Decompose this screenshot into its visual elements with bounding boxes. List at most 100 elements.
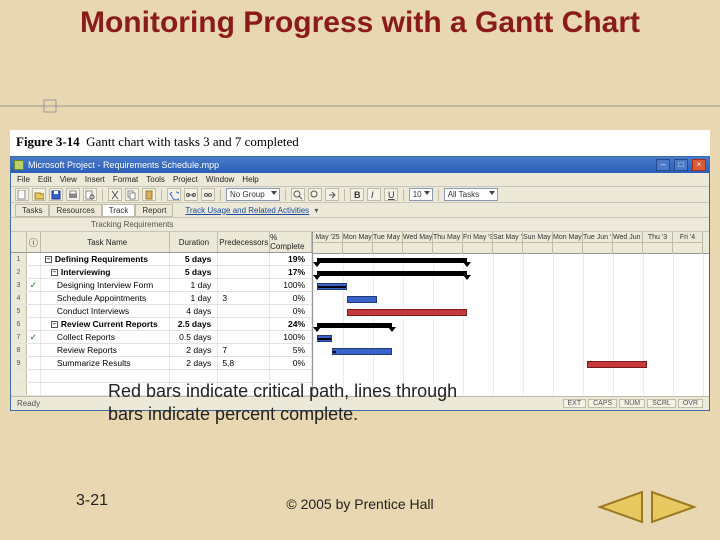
outline-toggle-icon[interactable]: – <box>45 256 52 263</box>
link-icon[interactable] <box>184 188 198 201</box>
print-preview-icon[interactable] <box>83 188 97 201</box>
open-icon[interactable] <box>32 188 46 201</box>
table-row[interactable]: 7✓Collect Reports0.5 days100% <box>11 331 312 344</box>
zoom-out-icon[interactable] <box>308 188 322 201</box>
critical-task-bar[interactable] <box>587 361 647 368</box>
save-icon[interactable] <box>49 188 63 201</box>
svg-text:I: I <box>371 190 374 200</box>
window-title: Microsoft Project - Requirements Schedul… <box>28 160 652 170</box>
outline-toggle-icon[interactable]: – <box>51 269 58 276</box>
goto-task-icon[interactable] <box>325 188 339 201</box>
menu-tools[interactable]: Tools <box>146 175 165 184</box>
guide-tab-resources[interactable]: Resources <box>49 204 101 217</box>
guide-tab-tasks[interactable]: Tasks <box>15 204 49 217</box>
unlink-icon[interactable] <box>201 188 215 201</box>
status-ready: Ready <box>17 399 40 408</box>
col-header-duration[interactable]: Duration <box>170 232 218 252</box>
menu-insert[interactable]: Insert <box>85 175 105 184</box>
timescale-day: May '25 <box>313 232 343 254</box>
gantt-row <box>313 267 709 280</box>
title-decoration <box>0 96 720 116</box>
gantt-row <box>313 306 709 319</box>
timescale-day: Wed May '28 <box>403 232 433 254</box>
bold-icon[interactable]: B <box>350 188 364 201</box>
task-bar[interactable] <box>332 348 392 355</box>
status-pane-caps: CAPS <box>588 399 617 408</box>
menu-file[interactable]: File <box>17 175 30 184</box>
figure-caption: Figure 3-14 Gantt chart with tasks 3 and… <box>10 130 710 156</box>
toolbar-guide: TasksResourcesTrackReport Track Usage an… <box>11 203 709 218</box>
summary-bar[interactable] <box>317 258 467 263</box>
col-header-predecessors[interactable]: Predecessors <box>218 232 270 252</box>
guide-link[interactable]: Track Usage and Related Activities <box>185 206 309 215</box>
table-row[interactable]: 3✓Designing Interview Form1 day100% <box>11 279 312 292</box>
progress-line <box>333 351 336 353</box>
menu-edit[interactable]: Edit <box>38 175 52 184</box>
minimize-button[interactable]: – <box>656 159 670 171</box>
font-size-combo[interactable]: 10 <box>409 188 433 201</box>
app-icon <box>14 160 24 170</box>
maximize-button[interactable]: □ <box>674 159 688 171</box>
critical-task-bar[interactable] <box>347 309 467 316</box>
italic-icon[interactable]: I <box>367 188 381 201</box>
status-pane-ovr: OVR <box>678 399 703 408</box>
guide-tab-track[interactable]: Track <box>102 204 136 217</box>
status-pane-num: NUM <box>619 399 645 408</box>
menu-project[interactable]: Project <box>173 175 198 184</box>
menu-help[interactable]: Help <box>242 175 258 184</box>
timescale-day: Sun May '1 <box>523 232 553 254</box>
paste-icon[interactable] <box>142 188 156 201</box>
task-bar[interactable] <box>347 296 377 303</box>
next-slide-button[interactable] <box>650 490 698 524</box>
cut-icon[interactable] <box>108 188 122 201</box>
slide-title: Monitoring Progress with a Gantt Chart <box>0 0 720 41</box>
guide-tab-report[interactable]: Report <box>135 204 173 217</box>
table-row[interactable]: 8Review Reports2 days75% <box>11 344 312 357</box>
timescale-day: Fri '4 <box>673 232 703 254</box>
timescale-day: Tue Jun '1 <box>583 232 613 254</box>
table-row[interactable]: 1–Defining Requirements5 days19% <box>11 253 312 266</box>
toolbar-standard: No Group B I U 10 All Tasks <box>11 187 709 203</box>
table-row[interactable]: 4Schedule Appointments1 day30% <box>11 292 312 305</box>
copy-icon[interactable] <box>125 188 139 201</box>
filter-combo[interactable]: All Tasks <box>444 188 498 201</box>
table-row[interactable]: 9Summarize Results2 days5,80% <box>11 357 312 370</box>
close-button[interactable]: × <box>692 159 706 171</box>
ms-project-window: Microsoft Project - Requirements Schedul… <box>10 156 710 411</box>
activities-bar: Tracking Requirements <box>11 218 709 232</box>
gantt-chart: May '25Mon May '26Tue May '27Wed May '28… <box>313 232 709 396</box>
col-header-indicator: ⓘ <box>27 232 41 252</box>
complete-icon: ✓ <box>30 281 38 290</box>
svg-text:B: B <box>354 190 361 200</box>
gantt-row <box>313 358 709 371</box>
undo-icon[interactable] <box>167 188 181 201</box>
summary-bar[interactable] <box>317 323 392 328</box>
table-row[interactable]: 5Conduct Interviews4 days0% <box>11 305 312 318</box>
gantt-row <box>313 254 709 267</box>
menu-window[interactable]: Window <box>206 175 234 184</box>
timescale-day: Mon May '2 <box>553 232 583 254</box>
table-row[interactable]: 6–Review Current Reports2.5 days24% <box>11 318 312 331</box>
menu-view[interactable]: View <box>60 175 77 184</box>
task-bar[interactable] <box>317 335 332 342</box>
zoom-in-icon[interactable] <box>291 188 305 201</box>
summary-bar[interactable] <box>317 271 467 276</box>
prev-slide-button[interactable] <box>596 490 644 524</box>
group-combo[interactable]: No Group <box>226 188 280 201</box>
col-header-taskname[interactable]: Task Name <box>41 232 171 252</box>
gantt-row <box>313 293 709 306</box>
timescale: May '25Mon May '26Tue May '27Wed May '28… <box>313 232 709 254</box>
task-bar[interactable] <box>317 283 347 290</box>
window-titlebar: Microsoft Project - Requirements Schedul… <box>11 157 709 173</box>
col-header-pctcomplete[interactable]: % Complete <box>270 232 312 252</box>
status-pane-ext: EXT <box>563 399 587 408</box>
print-icon[interactable] <box>66 188 80 201</box>
outline-toggle-icon[interactable]: – <box>51 321 58 328</box>
menu-format[interactable]: Format <box>113 175 138 184</box>
table-row[interactable]: 2–Interviewing5 days17% <box>11 266 312 279</box>
underline-icon[interactable]: U <box>384 188 398 201</box>
chevron-down-icon <box>271 191 277 195</box>
chevron-down-icon <box>489 191 495 195</box>
new-icon[interactable] <box>15 188 29 201</box>
timescale-day: Tue May '27 <box>373 232 403 254</box>
